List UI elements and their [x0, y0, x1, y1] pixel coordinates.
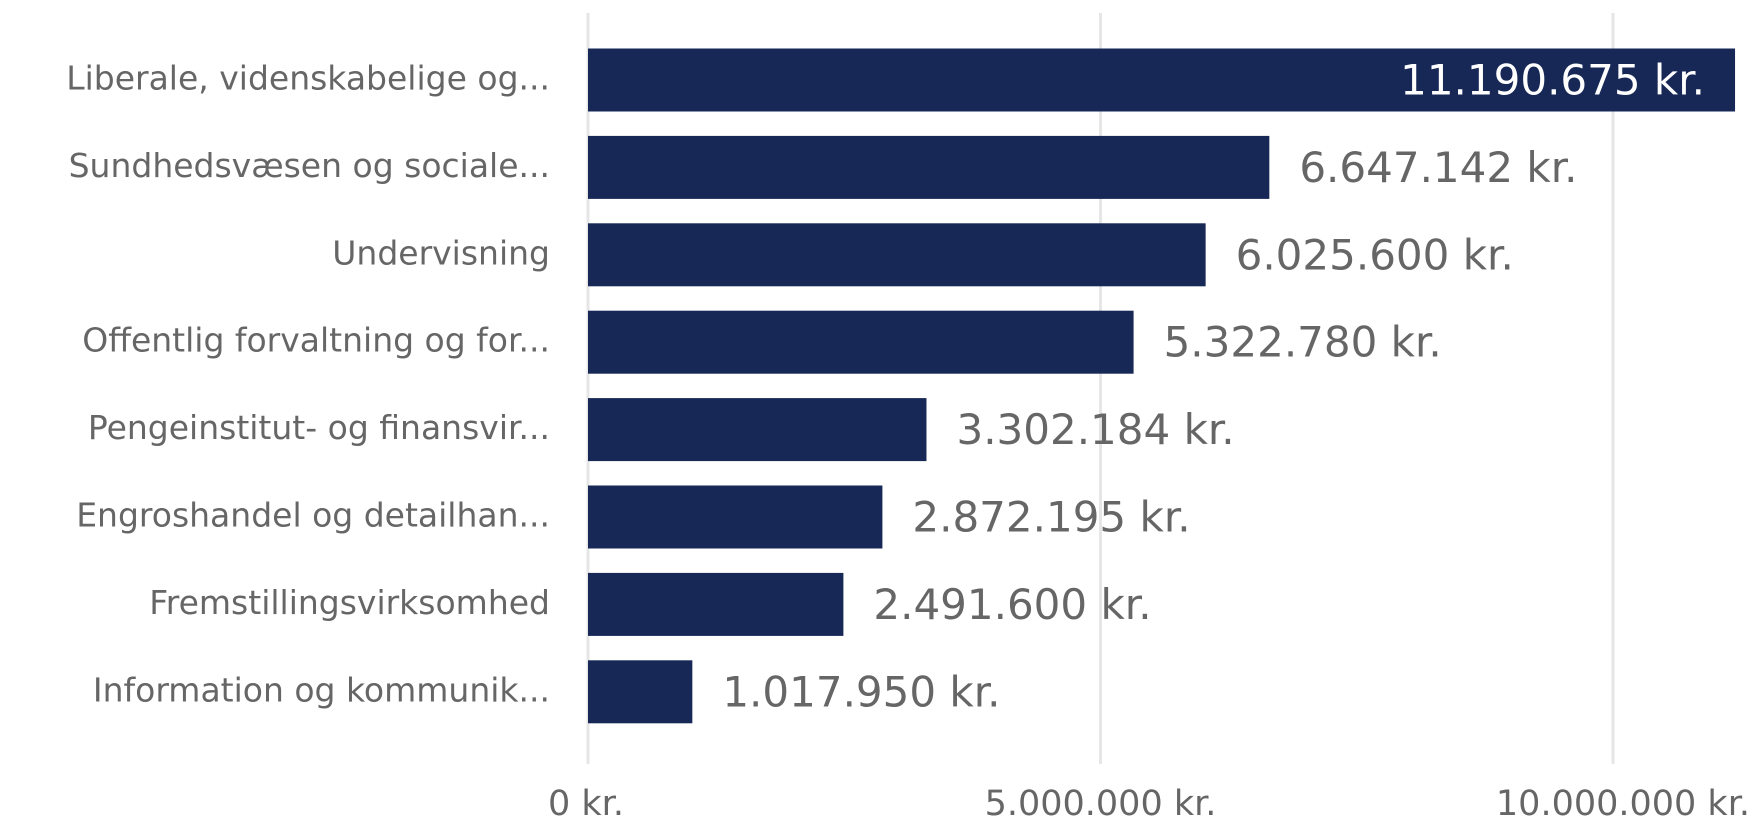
- data-label: 6.647.142 kr.: [1299, 143, 1577, 192]
- x-tick-label: 5.000.000 kr.: [985, 784, 1217, 824]
- y-tick-label: Sundhedsvæsen og sociale...: [69, 146, 550, 185]
- y-tick-label: Fremstillingsvirksomhed: [149, 583, 550, 622]
- bar: [588, 398, 927, 462]
- data-label: 5.322.780 kr.: [1164, 318, 1442, 367]
- y-tick-label: Liberale, videnskabelige og...: [66, 59, 550, 98]
- y-tick-label: Offentlig forvaltning og for...: [82, 321, 550, 360]
- data-label: 2.491.600 kr.: [873, 580, 1151, 629]
- data-label: 11.190.675 kr.: [1400, 56, 1705, 105]
- bar: [588, 310, 1134, 374]
- x-tick-label: 10.000.000 kr.: [1496, 784, 1750, 824]
- bar: [588, 660, 693, 724]
- bar: [588, 135, 1270, 199]
- y-tick-label: Undervisning: [332, 233, 550, 272]
- x-tick-label: 0 kr.: [548, 784, 624, 824]
- data-label: 6.025.600 kr.: [1236, 230, 1514, 279]
- bar: [588, 485, 883, 549]
- data-label: 2.872.195 kr.: [912, 493, 1190, 542]
- y-tick-label: Engroshandel og detailhan...: [76, 496, 550, 535]
- bar: [588, 223, 1206, 287]
- data-label: 1.017.950 kr.: [722, 667, 1000, 716]
- y-tick-label: Information og kommunik...: [93, 670, 550, 709]
- y-tick-label: Pengeinstitut- og finansvir...: [88, 408, 550, 447]
- bar: [588, 572, 844, 636]
- data-label: 3.302.184 kr.: [956, 405, 1234, 454]
- bar: [588, 48, 1736, 112]
